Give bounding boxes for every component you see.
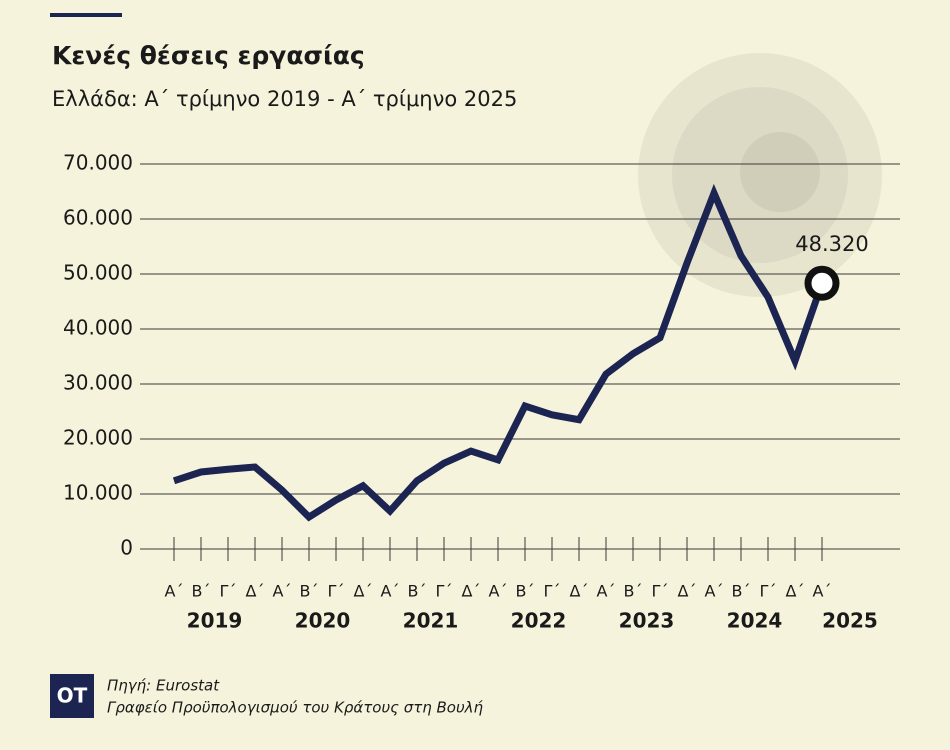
y-tick-label: 0: [120, 536, 133, 560]
x-tick-label: Γ΄: [328, 582, 345, 601]
x-tick-label: Δ΄: [462, 582, 481, 601]
year-label: 2019: [187, 609, 243, 633]
x-tick-label: Α΄: [489, 582, 508, 601]
x-tick-label: Β΄: [192, 582, 211, 601]
decor-circle: [740, 132, 820, 212]
x-tick-label: Β΄: [300, 582, 319, 601]
line: [172, 183, 826, 522]
source: Γραφείο Προϋπολογισμού του Κράτους στη Β…: [107, 699, 484, 717]
y-tick-label: 10.000: [63, 481, 133, 505]
x-tick-label: Α΄: [273, 582, 292, 601]
year-label: 2023: [619, 609, 675, 633]
chart-title: Κενές θέσεις εργασίας: [52, 41, 365, 70]
logo: OT: [57, 684, 88, 708]
value-label: 48.320: [795, 232, 868, 256]
x-tick-label: Α΄: [381, 582, 400, 601]
x-tick-label: Β΄: [516, 582, 535, 601]
y-tick-label: 30.000: [63, 371, 133, 395]
x-tick-label: Α΄: [705, 582, 724, 601]
year-label: 2022: [511, 609, 567, 633]
plot: 0 10.000 20.000 30.000 40.000 50.000 60.000 70.…: [63, 151, 900, 633]
year-label: 2021: [403, 609, 459, 633]
chart-subtitle: Ελλάδα: Α΄ τρίμηνο 2019 - Α΄ τρίμηνο 202…: [52, 87, 517, 111]
highlight-point: [804, 265, 840, 301]
x-tick-label: Γ΄: [220, 582, 237, 601]
x-tick-label: Δ΄: [786, 582, 805, 601]
x-tick-label: Δ΄: [354, 582, 373, 601]
y-tick-label: 40.000: [63, 316, 133, 340]
x-tick-label: Β΄: [624, 582, 643, 601]
x-tick-label: Α΄: [597, 582, 616, 601]
x-tick-label: Δ΄: [570, 582, 589, 601]
y-tick-label: 70.000: [63, 151, 133, 175]
x-tick-label: Γ΄: [652, 582, 669, 601]
y-tick-label: 60.000: [63, 206, 133, 230]
x-tick-label: Δ΄: [246, 582, 265, 601]
source: Πηγή: Eurostat: [107, 677, 220, 695]
year-label: 2025: [822, 609, 878, 633]
y-tick-label: 50.000: [63, 261, 133, 285]
logo-box: [50, 674, 94, 718]
x-tick-label: Α΄: [813, 582, 832, 601]
x-tick-label: Γ΄: [544, 582, 561, 601]
x-tick-label: Α΄: [165, 582, 184, 601]
x-tick-label: Γ΄: [436, 582, 453, 601]
x-tick-label: Γ΄: [760, 582, 777, 601]
x-tick-label: Δ΄: [678, 582, 697, 601]
year-label: 2020: [295, 609, 351, 633]
x-tick-label: Β΄: [732, 582, 751, 601]
y-tick-label: 20.000: [63, 426, 133, 450]
top-bar: [50, 13, 122, 17]
x-tick-label: Β΄: [408, 582, 427, 601]
year-label: 2024: [727, 609, 783, 633]
